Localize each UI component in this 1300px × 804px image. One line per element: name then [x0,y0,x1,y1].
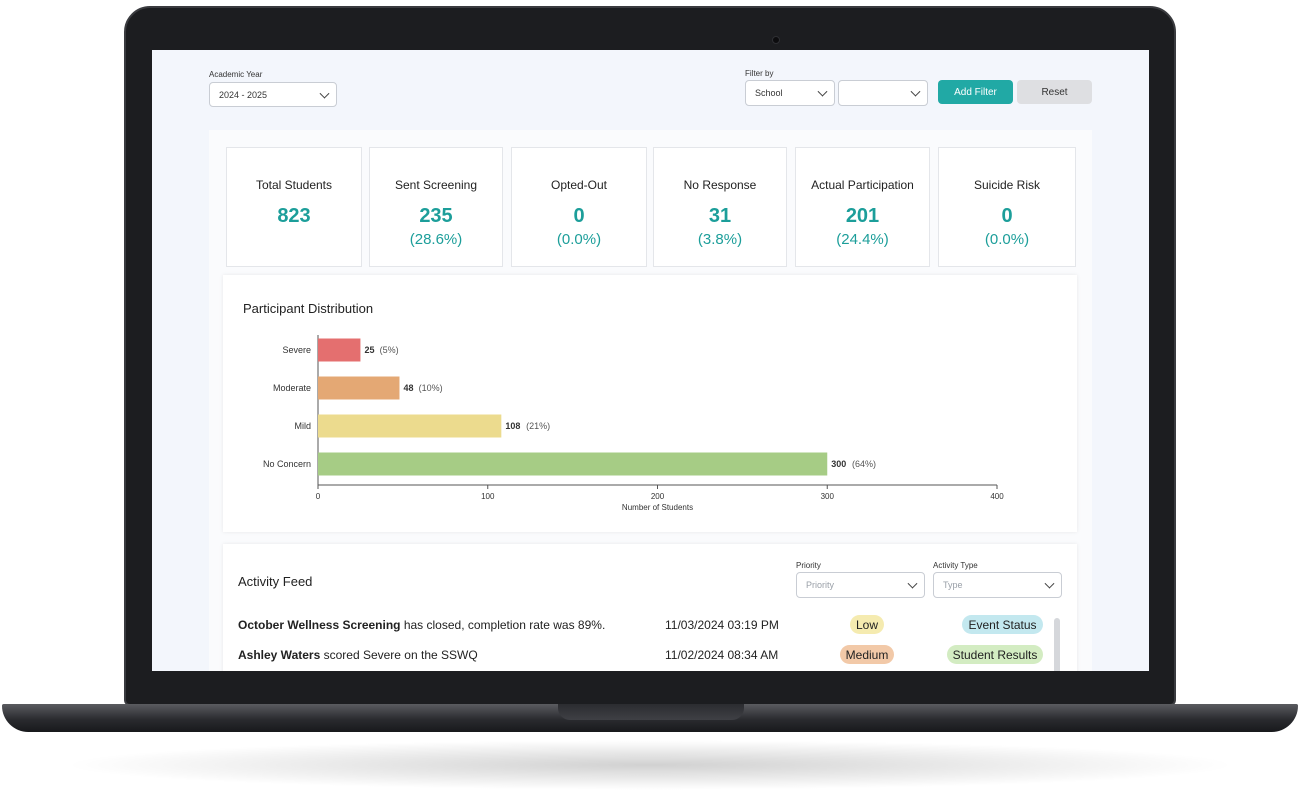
stat-card-sent-screening: Sent Screening 235 (28.6%) [369,147,503,267]
chevron-down-icon [910,86,921,97]
x-tick-label: 200 [651,492,665,501]
activity-feed-scrollbar[interactable] [1054,618,1060,671]
activity-type-badge: Event Status [962,615,1043,634]
stat-title: Total Students [255,178,333,192]
stat-percent: (0.0%) [556,231,602,248]
data-label: 48 [403,383,413,393]
chevron-down-icon [907,578,918,589]
chevron-down-icon [817,86,828,97]
dashboard-screen: Academic Year 2024 - 2025 Filter by Scho… [152,50,1149,671]
add-filter-button[interactable]: Add Filter [938,80,1013,104]
activity-timestamp: 11/03/2024 03:19 PM [665,618,779,632]
activity-feed-row[interactable]: October Wellness Screening has closed, c… [238,615,1048,635]
activity-timestamp: 11/02/2024 08:34 AM [665,648,779,662]
participant-distribution-chart: Severe 25 (5%) Moderate 48 (10%) Mild 108 (21%) N… [263,335,1004,512]
academic-year-label: Academic Year [209,70,263,79]
laptop-notch [558,704,744,720]
participant-distribution-card: Participant Distribution Severe 25 (5%) Mod… [223,275,1077,532]
activity-text: scored Severe on the SSWQ [320,648,478,662]
stat-value: 201 [845,205,880,227]
stat-title: Actual Participation [811,178,914,192]
stat-percent: (3.8%) [697,231,743,248]
chart-title: Participant Distribution [243,301,374,316]
x-axis-label: Number of Students [622,503,693,512]
bar [318,452,828,476]
category-label: Mild [294,421,311,431]
stat-percent: (28.6%) [409,231,463,248]
data-label: 300 [831,459,846,469]
percent-label: (64%) [852,459,876,469]
chevron-down-icon [319,88,330,99]
stat-value: 31 [708,205,732,227]
activity-subject: Ashley Waters [238,648,321,662]
activity-type-filter-label: Activity Type [933,561,978,570]
activity-feed-title: Activity Feed [238,574,313,589]
stat-card-no-response: No Response 31 (3.8%) [653,147,787,267]
percent-label: (21%) [526,421,550,431]
stat-title: Opted-Out [550,178,608,192]
bar [318,338,361,362]
stat-value: 0 [573,205,585,227]
stat-card-opted-out: Opted-Out 0 (0.0%) [511,147,647,267]
activity-message: October Wellness Screening has closed, c… [238,618,605,632]
academic-year-value: 2024 - 2025 [219,89,268,100]
percent-label: (5%) [380,345,399,355]
x-tick-label: 100 [481,492,495,501]
filter-value-select[interactable] [838,80,928,106]
stat-title: Sent Screening [394,178,478,192]
priority-badge: Medium [840,645,894,664]
bar [318,376,400,400]
stat-value: 823 [277,205,311,227]
stat-value: 0 [1001,205,1013,227]
activity-type-filter-select[interactable]: Type [933,572,1062,598]
activity-message: Ashley Waters scored Severe on the SSWQ [238,648,478,662]
priority-filter-label: Priority [796,561,821,570]
activity-feed-card: Activity Feed Priority Priority Activity… [223,544,1077,671]
data-label: 25 [364,345,374,355]
chevron-down-icon [1044,578,1055,589]
priority-filter-placeholder: Priority [806,580,835,590]
stat-percent: (24.4%) [836,231,889,248]
stat-card-total-students: Total Students 823 [226,147,362,267]
percent-label: (10%) [419,383,443,393]
filter-by-label: Filter by [745,69,774,78]
activity-subject: October Wellness Screening [238,618,401,632]
x-tick-label: 0 [316,492,321,501]
academic-year-select[interactable]: 2024 - 2025 [209,82,337,107]
reset-button[interactable]: Reset [1017,80,1092,104]
category-label: No Concern [263,459,311,469]
x-tick-label: 300 [821,492,835,501]
priority-badge: Low [850,615,884,634]
activity-text: has closed, completion rate was 89%. [400,618,606,632]
camera-icon [772,36,780,44]
stat-card-actual-participation: Actual Participation 201 (24.4%) [795,147,930,267]
activity-type-badge: Student Results [947,645,1043,664]
stat-title: Suicide Risk [973,178,1041,192]
bar [318,414,502,438]
activity-feed-row[interactable]: Ashley Waters scored Severe on the SSWQ … [238,645,1048,665]
x-tick-label: 400 [990,492,1004,501]
activity-type-filter-placeholder: Type [943,580,963,590]
filter-by-select[interactable]: School [745,80,835,106]
stat-card-suicide-risk: Suicide Risk 0 (0.0%) [938,147,1076,267]
filter-by-value: School [755,88,783,98]
stat-title: No Response [683,178,757,192]
category-label: Severe [282,345,311,355]
data-label: 108 [505,421,520,431]
stat-percent: (0.0%) [984,231,1030,248]
laptop-shadow [60,740,1240,790]
stat-value: 235 [419,205,453,227]
priority-filter-select[interactable]: Priority [796,572,925,598]
category-label: Moderate [273,383,311,393]
